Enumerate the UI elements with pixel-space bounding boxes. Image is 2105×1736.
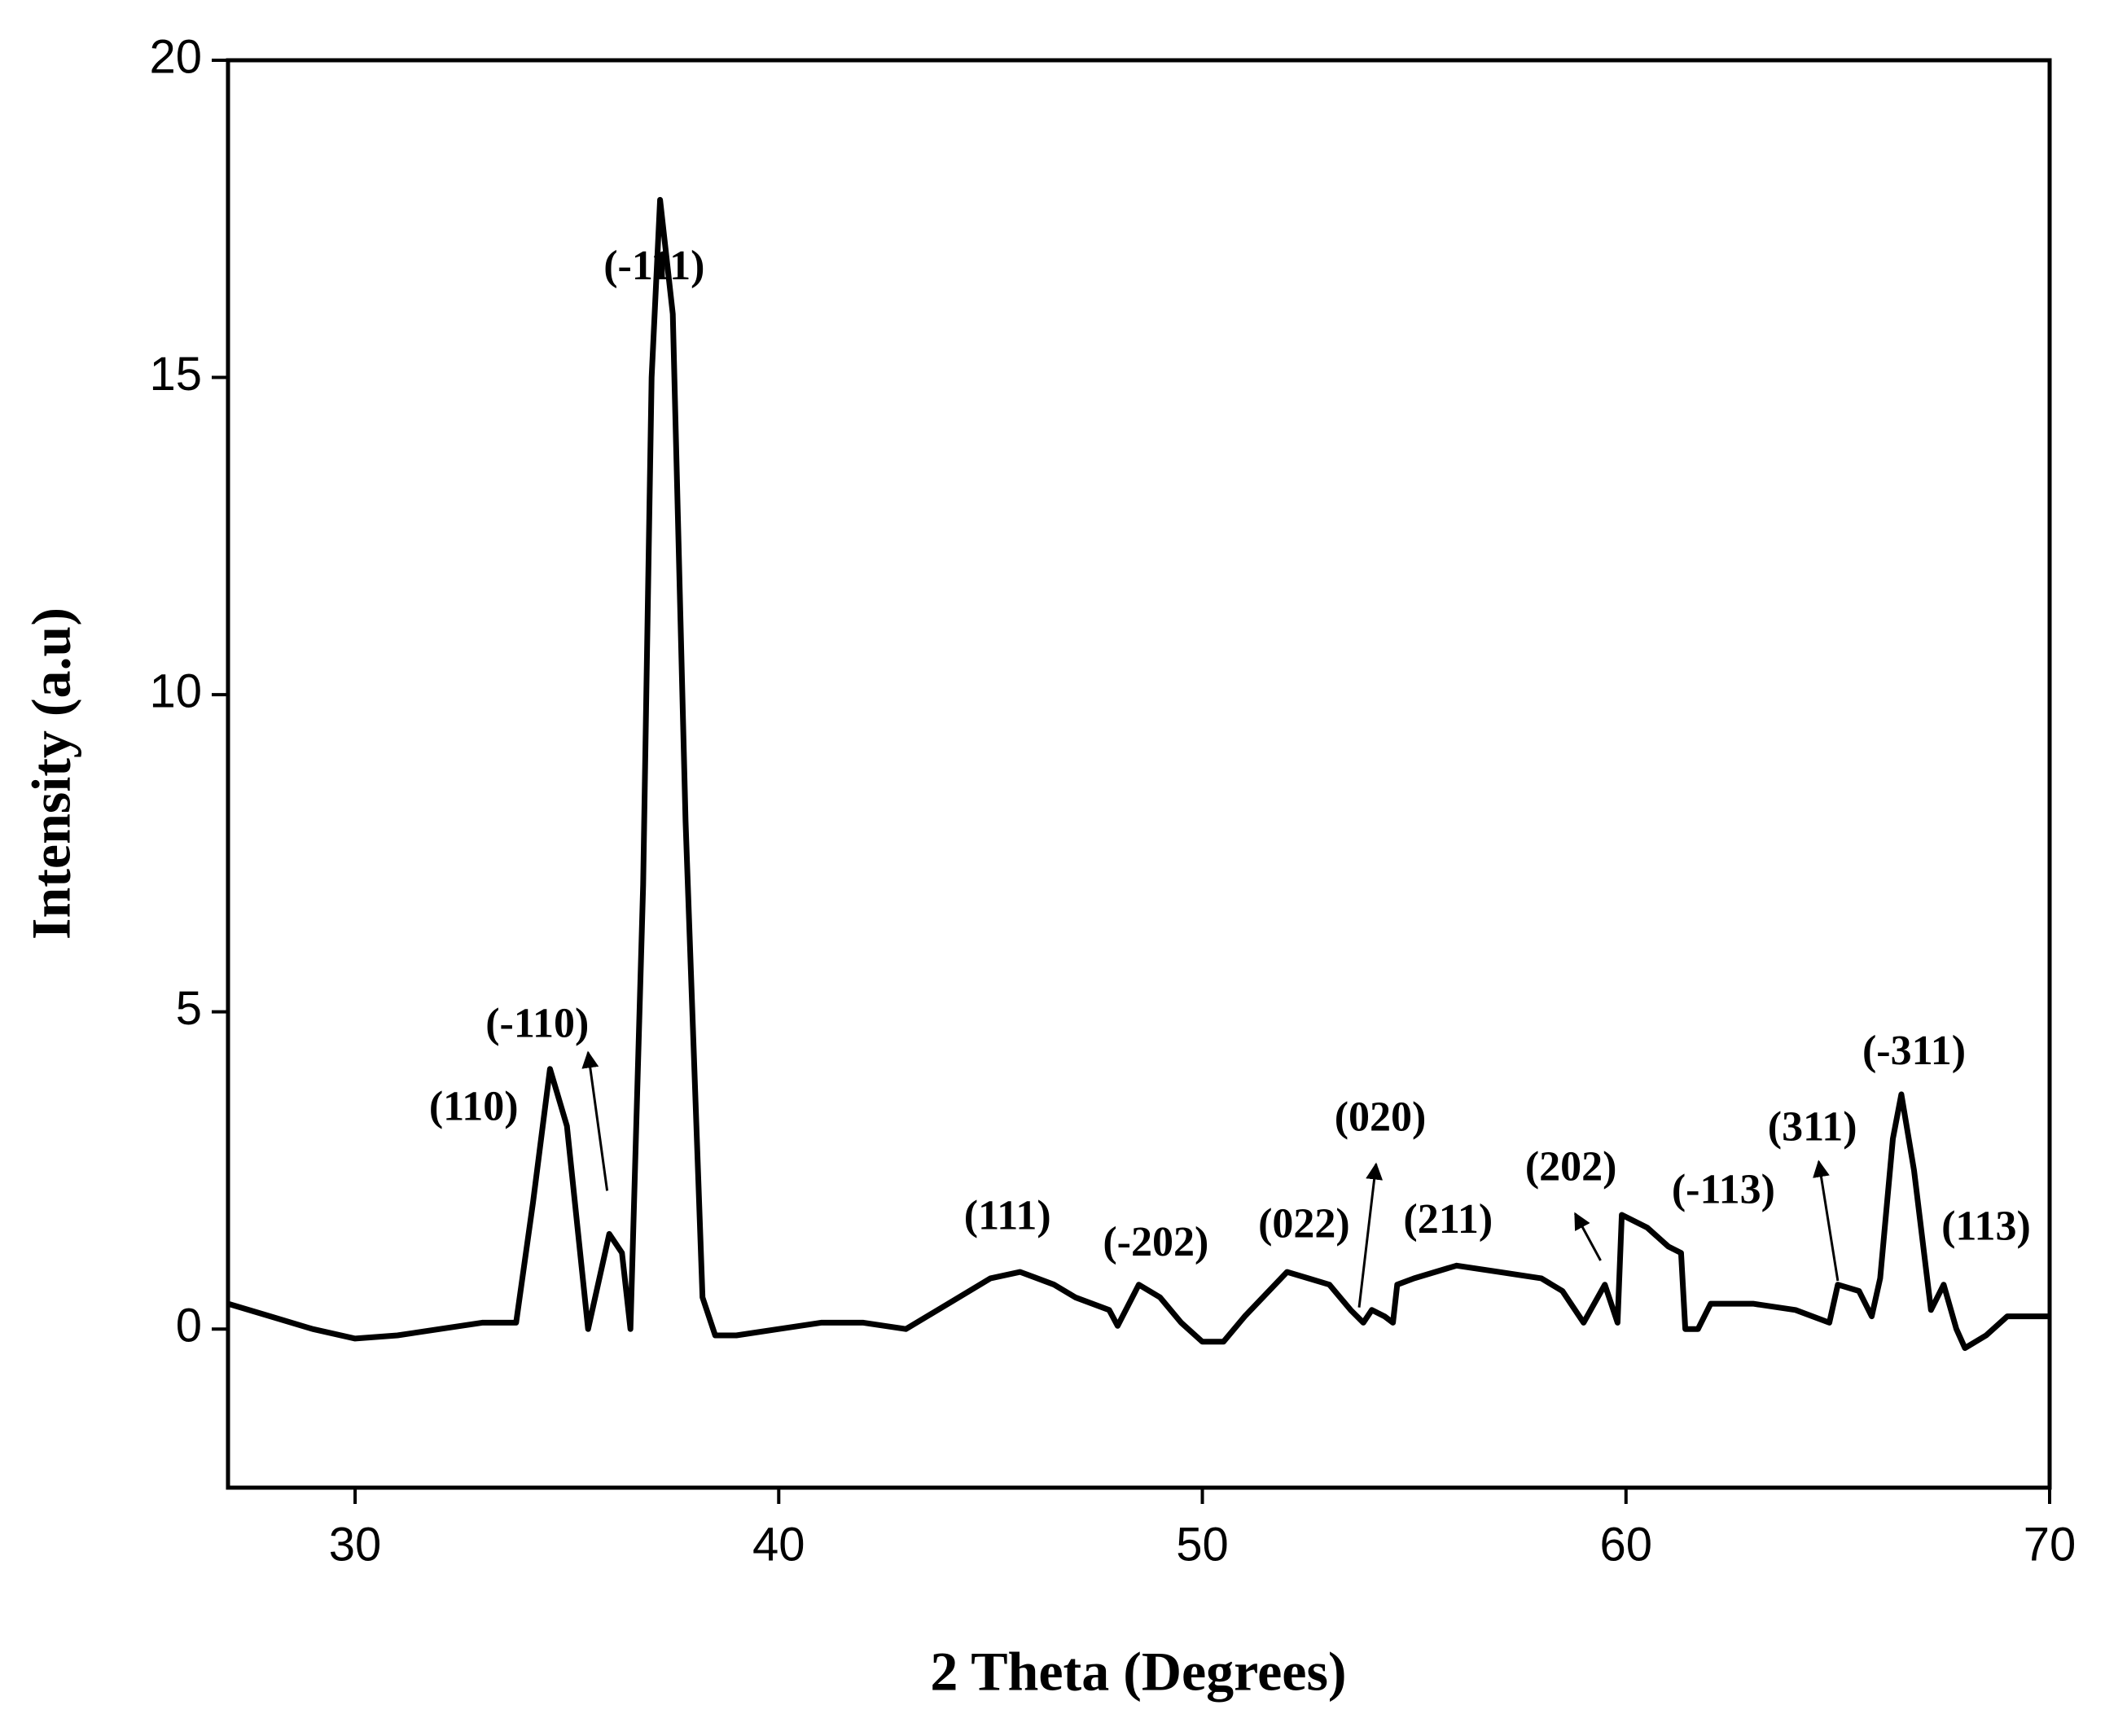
y-tick-label: 10	[149, 664, 202, 717]
peak-label: (-311)	[1862, 1028, 1966, 1074]
annotation-arrow	[1813, 1160, 1840, 1282]
x-tick-label: 30	[329, 1518, 382, 1571]
peak-label: (-113)	[1672, 1166, 1775, 1212]
annotation-arrow	[1357, 1162, 1384, 1308]
plot-frame	[226, 58, 2052, 1490]
x-tick-label: 50	[1176, 1518, 1229, 1571]
peak-label: (022)	[1258, 1201, 1350, 1247]
peak-label: (-202)	[1103, 1219, 1208, 1265]
y-tick-label: 15	[149, 348, 202, 401]
peak-label: (-110)	[485, 1000, 589, 1046]
peak-label: (211)	[1403, 1196, 1493, 1243]
x-axis-title: 2 Theta (Degrees)	[930, 1641, 1346, 1703]
x-tick-label: 60	[1600, 1518, 1653, 1571]
peak-label: (311)	[1768, 1103, 1857, 1150]
x-tick-label: 70	[2024, 1518, 2076, 1571]
annotation-arrow	[1574, 1212, 1602, 1261]
y-tick-label: 5	[176, 982, 202, 1035]
y-axis-title: Intensity (a.u)	[20, 607, 82, 940]
annotation-arrow	[581, 1050, 609, 1191]
peak-label: (020)	[1335, 1094, 1427, 1141]
peak-label: (113)	[1941, 1203, 2031, 1250]
y-tick-label: 20	[149, 30, 202, 83]
x-tick-label: 40	[752, 1518, 805, 1571]
peak-label: (110)	[429, 1083, 519, 1129]
peak-label: (-111)	[603, 243, 704, 289]
peak-label: (111)	[964, 1192, 1051, 1238]
data-line	[227, 196, 2050, 1352]
peak-label: (202)	[1525, 1143, 1617, 1190]
y-tick-label: 0	[176, 1300, 202, 1352]
